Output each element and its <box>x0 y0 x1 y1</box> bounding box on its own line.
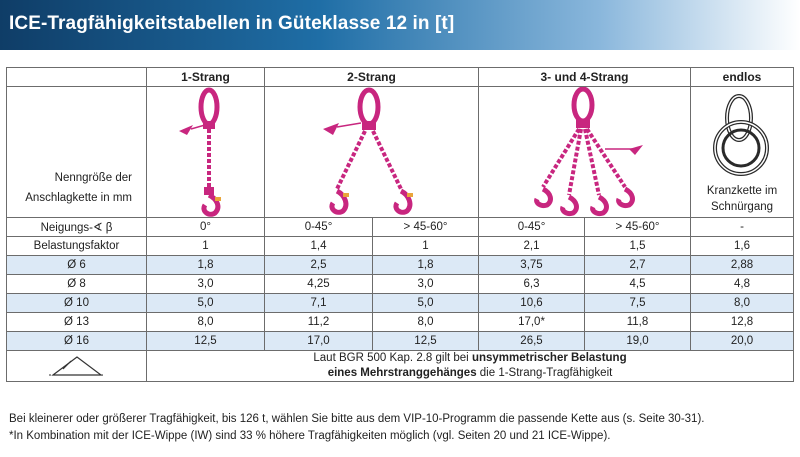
asymmetric-load-icon <box>48 356 105 376</box>
size-label: Ø 13 <box>6 312 147 332</box>
header-2-strang: 2-Strang <box>264 67 479 87</box>
capacity-cell: 12,8 <box>690 312 795 332</box>
capacity-cell: 8,0 <box>690 293 795 313</box>
factor-value: 1,5 <box>583 236 692 256</box>
illustration-3-4-strang <box>477 86 692 218</box>
capacity-cell: 11,2 <box>264 312 373 332</box>
capacity-cell: 19,0 <box>583 331 692 351</box>
nominal-size-label-line2: Anschlagkette in mm <box>25 192 132 204</box>
capacity-table: 1-Strang 2-Strang 3- und 4-Strang endlos… <box>6 67 795 382</box>
capacity-cell: 5,0 <box>146 293 265 313</box>
chain-sling-2-leg-icon <box>322 87 413 215</box>
asymmetric-load-note: Laut BGR 500 Kap. 2.8 gilt bei unsymmetr… <box>145 350 795 382</box>
angle-value: 0-45° <box>264 217 373 237</box>
header-3-4-strang: 3- und 4-Strang <box>477 67 692 87</box>
factor-value: 1 <box>146 236 265 256</box>
factor-value: 1,4 <box>264 236 373 256</box>
factor-label: Belastungsfaktor <box>6 236 147 256</box>
capacity-cell: 12,5 <box>372 331 479 351</box>
capacity-cell: 8,0 <box>372 312 479 332</box>
header-1-strang: 1-Strang <box>146 67 265 87</box>
angle-value: 0-45° <box>478 217 585 237</box>
capacity-cell: 26,5 <box>478 331 585 351</box>
factor-value: 1,6 <box>690 236 795 256</box>
note-line1-text: Laut BGR 500 Kap. 2.8 gilt bei <box>313 352 472 364</box>
illustration-1-strang <box>146 86 265 218</box>
capacity-cell: 8,0 <box>146 312 265 332</box>
table-row: Ø 16 12,5 17,0 12,5 26,5 19,0 20,0 <box>6 331 795 351</box>
footnote-capacity-range: Bei kleinerer oder größerer Tragfähigkei… <box>9 413 705 425</box>
table-row: Ø 10 5,0 7,1 5,0 10,6 7,5 8,0 <box>6 293 795 313</box>
size-label: Ø 6 <box>6 255 147 275</box>
factor-value: 2,1 <box>478 236 585 256</box>
angle-value: - <box>690 217 795 237</box>
size-label: Ø 8 <box>6 274 147 294</box>
capacity-cell: 12,5 <box>146 331 265 351</box>
capacity-cell: 17,0* <box>478 312 585 332</box>
capacity-cell: 5,0 <box>372 293 479 313</box>
nominal-size-label: Nenngröße der Anschlagkette in mm <box>6 86 147 218</box>
size-label: Ø 10 <box>6 293 147 313</box>
nominal-size-label-line1: Nenngröße der <box>54 172 132 184</box>
page-title: ICE-Tragfähigkeitstabellen in Güteklasse… <box>9 13 455 34</box>
note-line2-text: die 1-Strang-Tragfähigkeit <box>476 367 613 379</box>
capacity-cell: 6,3 <box>478 274 585 294</box>
illustration-endlos: Kranzkette im Schnürgang <box>690 86 795 218</box>
chain-sling-1-leg-icon <box>178 87 221 217</box>
capacity-cell: 2,88 <box>690 255 795 275</box>
endless-caption-line2: Schnürgang <box>711 201 774 213</box>
header-corner <box>6 67 147 87</box>
endless-caption-line1: Kranzkette im <box>706 185 778 197</box>
capacity-cell: 7,5 <box>583 293 692 313</box>
factor-row: Belastungsfaktor 1 1,4 1 2,1 1,5 1,6 <box>6 236 795 256</box>
capacity-cell: 2,7 <box>583 255 692 275</box>
capacity-cell: 3,0 <box>372 274 479 294</box>
angle-label: Neigungs-∢ β <box>6 217 147 237</box>
header-row: 1-Strang 2-Strang 3- und 4-Strang endlos <box>6 67 795 87</box>
capacity-cell: 1,8 <box>146 255 265 275</box>
angle-row: Neigungs-∢ β 0° 0-45° > 45-60° 0-45° > 4… <box>6 217 795 237</box>
note-line1-bold: unsymmetrischer Belastung <box>471 352 627 364</box>
asymmetric-load-cell <box>6 350 147 382</box>
title-banner: ICE-Tragfähigkeitstabellen in Güteklasse… <box>0 0 800 50</box>
capacity-cell: 11,8 <box>583 312 692 332</box>
capacity-cell: 4,8 <box>690 274 795 294</box>
capacity-cell: 3,75 <box>478 255 585 275</box>
illustration-2-strang <box>264 86 479 218</box>
table-row: Ø 13 8,0 11,2 8,0 17,0* 11,8 12,8 <box>6 312 795 332</box>
note-line2-bold: eines Mehrstranggehänges <box>327 367 477 379</box>
table-row: Ø 8 3,0 4,25 3,0 6,3 4,5 4,8 <box>6 274 795 294</box>
angle-value: > 45-60° <box>583 217 692 237</box>
note-row: Laut BGR 500 Kap. 2.8 gilt bei unsymmetr… <box>6 350 795 382</box>
header-endlos: endlos <box>690 67 795 87</box>
illustration-row: Nenngröße der Anschlagkette in mm <box>6 86 795 218</box>
angle-value: > 45-60° <box>372 217 479 237</box>
capacity-cell: 2,5 <box>264 255 373 275</box>
capacity-cell: 10,6 <box>478 293 585 313</box>
capacity-cell: 17,0 <box>264 331 373 351</box>
capacity-cell: 4,25 <box>264 274 373 294</box>
capacity-cell: 1,8 <box>372 255 479 275</box>
capacity-cell: 20,0 <box>690 331 795 351</box>
endless-chain-choke-icon <box>713 94 770 176</box>
chain-sling-4-leg-icon <box>533 87 643 216</box>
size-label: Ø 16 <box>6 331 147 351</box>
factor-value: 1 <box>372 236 479 256</box>
capacity-cell: 4,5 <box>583 274 692 294</box>
footnote-ice-wippe: *In Kombination mit der ICE-Wippe (IW) s… <box>9 430 611 442</box>
capacity-cell: 7,1 <box>264 293 373 313</box>
capacity-cell: 3,0 <box>146 274 265 294</box>
table-row: Ø 6 1,8 2,5 1,8 3,75 2,7 2,88 <box>6 255 795 275</box>
angle-value: 0° <box>146 217 265 237</box>
